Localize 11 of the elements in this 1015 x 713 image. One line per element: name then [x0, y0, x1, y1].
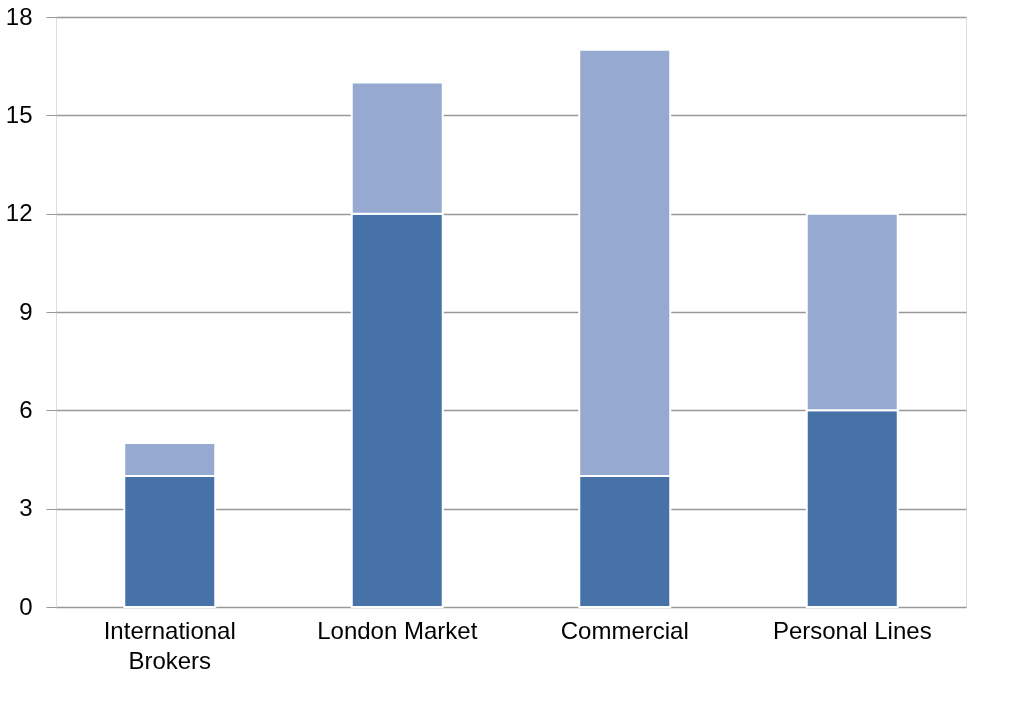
- x-tick-label: London Market: [317, 616, 478, 644]
- y-tick-label: 9: [19, 297, 33, 325]
- y-tick-label: 12: [5, 199, 33, 227]
- y-tick-label: 0: [19, 592, 33, 620]
- x-tick-label: Personal Lines: [772, 616, 932, 644]
- y-tick-label: 3: [19, 494, 33, 522]
- y-tick-label: 15: [5, 100, 33, 128]
- y-tick-label: 6: [19, 395, 33, 423]
- x-tick-label: International Brokers: [103, 616, 236, 674]
- y-tick-label: 18: [5, 2, 33, 30]
- x-tick-label: Commercial: [560, 616, 689, 644]
